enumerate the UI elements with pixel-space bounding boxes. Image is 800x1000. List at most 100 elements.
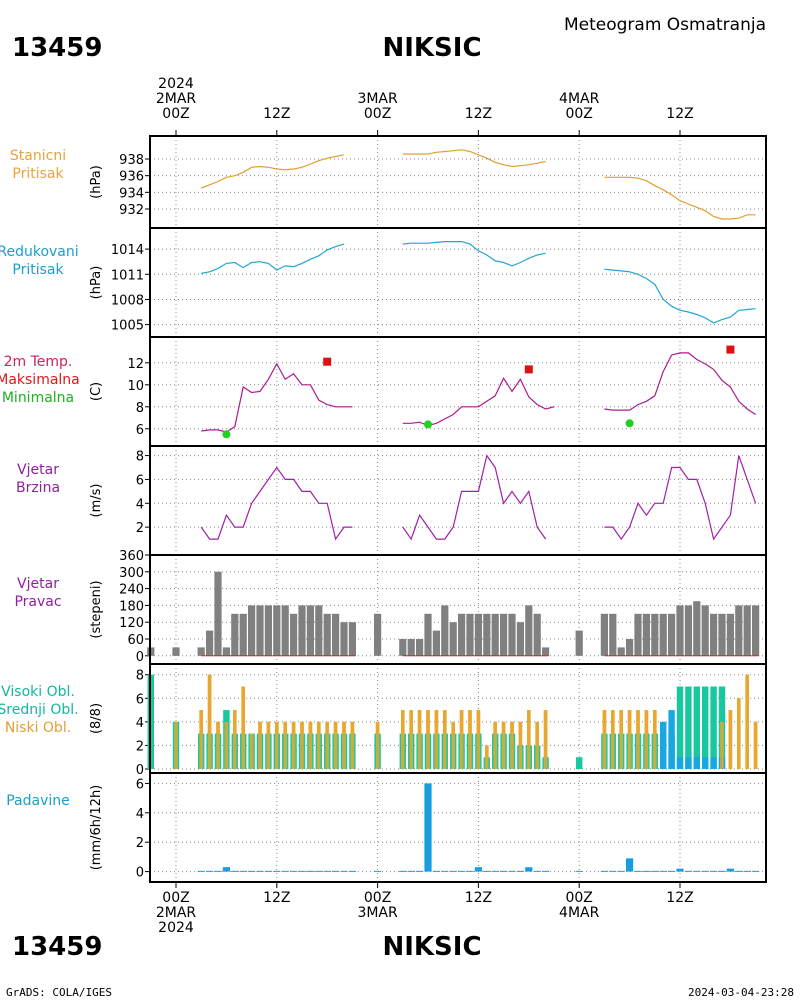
wind-direction-bar <box>416 639 424 656</box>
y-tick-label: 8 <box>136 450 144 465</box>
low-cloud-bar-overlay <box>174 721 178 769</box>
wind-direction-bar <box>617 647 625 656</box>
low-cloud-bar-overlay <box>653 710 657 769</box>
series-line-temperature <box>604 352 756 416</box>
wind-direction-bar <box>332 613 340 656</box>
series-line-station-pressure <box>604 176 756 220</box>
y-tick-label: 6 <box>136 777 144 792</box>
series-line-wind-speed <box>604 455 757 541</box>
y-tick-label: 0 <box>136 866 144 881</box>
y-tick-label: 934 <box>119 186 144 201</box>
low-cloud-bar-overlay <box>317 721 321 769</box>
middle-cloud-bar <box>693 757 700 769</box>
low-cloud-bar-overlay <box>300 721 304 769</box>
wind-direction-bar <box>516 622 524 656</box>
panel-label: Niski Obl. <box>5 720 71 736</box>
low-cloud-bar-overlay <box>333 721 338 769</box>
wind-direction-bar <box>491 613 499 656</box>
wind-direction-bar <box>726 613 734 656</box>
precipitation-trace-bar <box>609 870 617 872</box>
middle-cloud-bar <box>660 721 667 769</box>
wind-direction-bar <box>743 605 751 656</box>
time-label-top: 3MAR <box>357 91 398 107</box>
y-tick-label: 4 <box>136 716 144 731</box>
panel-label: Padavine <box>6 793 70 809</box>
precipitation-trace-bar <box>718 870 726 872</box>
panel-precipitation: 0 2 4 6 Padavine (mm/6h/12h) <box>6 772 767 883</box>
precipitation-trace-bar <box>634 870 642 872</box>
precipitation-trace-bar <box>752 870 760 872</box>
panel-label: Pravac <box>14 594 61 610</box>
precipitation-trace-bar <box>642 870 650 872</box>
wind-direction-bar <box>575 630 583 656</box>
wind-direction-bar <box>634 613 642 656</box>
high-cloud-bar <box>702 686 709 769</box>
y-tick-label: 2 <box>136 836 144 851</box>
precipitation-trace-bar <box>399 870 407 872</box>
panel-label: Pritisak <box>12 262 64 278</box>
panel-label: Visoki Obl. <box>1 684 75 700</box>
precipitation-bar <box>626 858 634 872</box>
low-cloud-bar-overlay <box>409 710 413 769</box>
min-temp-marker <box>625 419 634 428</box>
wind-direction-bar <box>298 605 306 656</box>
precipitation-trace-bar <box>256 870 264 872</box>
high-cloud-bar <box>576 757 583 769</box>
middle-cloud-bar <box>710 757 717 769</box>
precipitation-trace-bar <box>407 870 415 872</box>
low-cloud-bar-overlay <box>308 721 313 769</box>
grads-credit: GrADS: COLA/IGES <box>6 986 112 999</box>
precipitation-trace-bar <box>239 870 247 872</box>
wind-direction-bar <box>214 571 222 656</box>
y-axis-unit-label: (hPa) <box>89 165 104 199</box>
station-name-top: NIKSIC <box>382 33 481 63</box>
wind-direction-bar <box>340 622 348 656</box>
panel-label: Redukovani <box>0 244 79 260</box>
wind-direction-bar <box>290 613 298 656</box>
wind-direction-bar <box>273 605 281 656</box>
wind-direction-bar <box>642 613 650 656</box>
wind-direction-bar <box>315 605 323 656</box>
precipitation-trace-bar <box>449 870 457 872</box>
time-label-top: 12Z <box>666 106 693 122</box>
wind-direction-bar <box>172 647 180 656</box>
wind-direction-bar <box>466 613 474 656</box>
precipitation-trace-bar <box>575 870 583 872</box>
low-cloud-bar-overlay <box>342 721 346 769</box>
y-tick-label: 936 <box>119 170 144 185</box>
precipitation-trace-bar <box>735 870 743 872</box>
low-cloud-bar-overlay <box>283 721 287 769</box>
y-tick-label: 6 <box>136 692 144 707</box>
wind-direction-bar <box>659 613 667 656</box>
wind-direction-bar <box>483 613 491 656</box>
low-cloud-bar-overlay <box>518 721 523 769</box>
high-cloud-bar <box>710 686 717 769</box>
wind-direction-bar <box>668 613 676 656</box>
y-axis-unit-label: (m/s) <box>89 484 104 518</box>
panel-temperature: 6 8 10 12 2m Temp. Maksimalna Minimalna (C) <box>0 336 767 447</box>
min-temp-marker <box>222 430 231 439</box>
wind-direction-bar <box>441 605 449 656</box>
wind-direction-bar <box>306 605 314 656</box>
precipitation-trace-bar <box>617 870 625 872</box>
precipitation-trace-bar <box>684 870 692 872</box>
series-line-station-pressure <box>200 154 345 189</box>
y-tick-label: 300 <box>119 566 144 581</box>
low-cloud-bar-overlay <box>636 710 640 769</box>
series-line-reduced-pressure <box>604 268 756 324</box>
low-cloud-bar-overlay <box>485 745 489 769</box>
precipitation-trace-bar <box>458 870 466 872</box>
high-cloud-bar <box>685 686 692 769</box>
low-cloud-bar-overlay <box>291 721 296 769</box>
precipitation-trace-bar <box>508 870 516 872</box>
wind-direction-bar <box>449 622 457 656</box>
y-tick-label: 2 <box>136 739 144 754</box>
precipitation-trace-bar <box>491 870 499 872</box>
precipitation-bar <box>525 867 533 872</box>
y-tick-label: 0 <box>136 763 144 778</box>
low-cloud-bar-overlay <box>224 721 229 769</box>
wind-direction-bar <box>651 613 659 656</box>
low-cloud-bar-overlay <box>275 721 279 769</box>
